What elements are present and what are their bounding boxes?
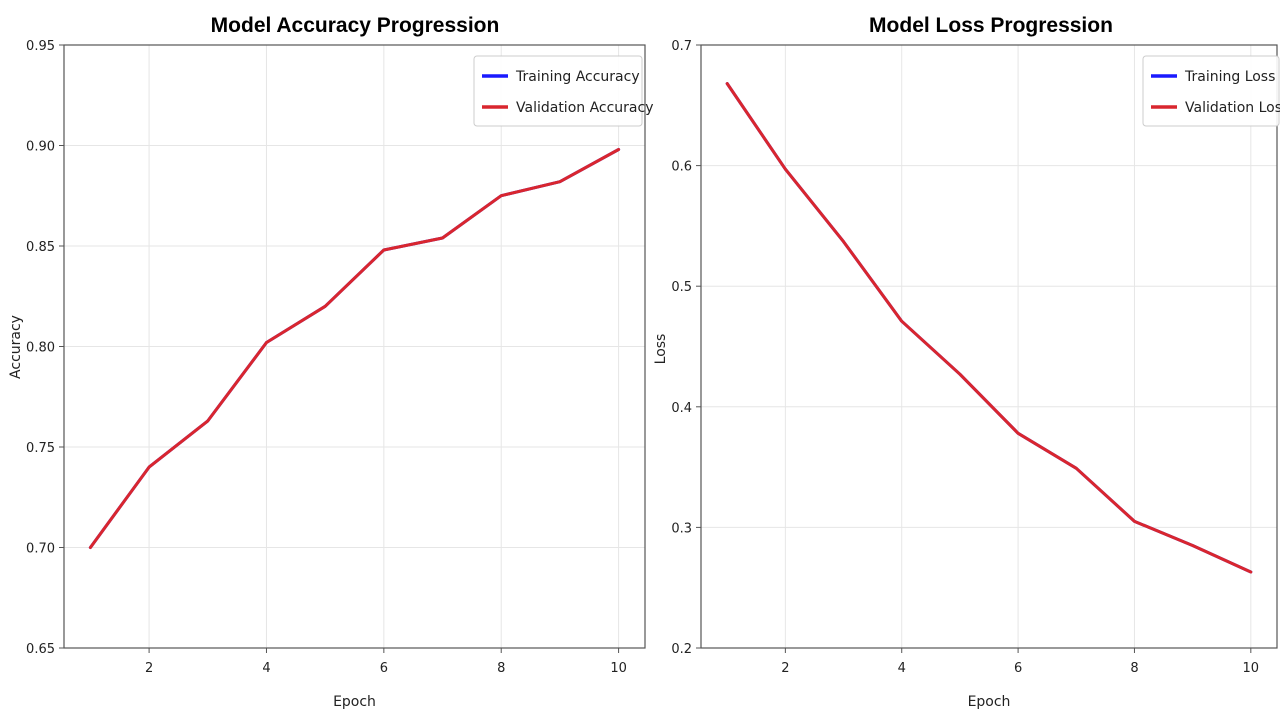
data-point [500, 194, 503, 197]
data-point [265, 341, 268, 344]
y-axis-label: Loss [653, 334, 669, 365]
chart-panel-2: 2 4 6 8 10 0.2 0.3 0.4 0.5 0.6 0.7 Model Loss Progr… [653, 14, 1280, 710]
x-tick-label: 4 [262, 661, 270, 676]
data-point [617, 148, 620, 151]
x-tick-label: 2 [781, 661, 789, 676]
x-tick-label: 2 [145, 661, 153, 676]
x-tick-label: 10 [610, 661, 627, 676]
y-tick-label: 0.80 [26, 341, 55, 356]
y-tick-label: 0.5 [671, 280, 692, 295]
data-point [784, 168, 787, 171]
x-tick-label: 8 [1130, 661, 1138, 676]
data-point [89, 546, 92, 549]
x-tick-label: 6 [380, 661, 388, 676]
data-point [147, 465, 151, 469]
chart-title: Model Loss Progression [869, 14, 1113, 37]
data-point [1016, 432, 1020, 435]
y-tick-label: 0.2 [671, 642, 692, 657]
x-axis-label: Epoch [968, 694, 1011, 710]
x-tick-label: 10 [1243, 661, 1260, 676]
data-point [725, 82, 729, 85]
x-tick-label: 4 [898, 661, 906, 676]
y-tick-label: 0.75 [26, 441, 55, 456]
y-axis-label: Accuracy [8, 315, 24, 379]
x-axis-label: Epoch [333, 694, 376, 710]
legend-label: Validation Accuracy [516, 100, 654, 116]
y-tick-label: 0.7 [671, 39, 692, 54]
legend: Training Loss Validation Loss [1142, 55, 1280, 127]
y-tick-label: 0.90 [26, 140, 55, 155]
plot-frame [700, 44, 1278, 649]
data-point [1133, 520, 1136, 523]
series-line-validation-accuracy [88, 148, 621, 549]
y-tick-label: 0.85 [26, 240, 55, 255]
data-point [1191, 544, 1194, 547]
y-tick-label: 0.3 [671, 521, 692, 536]
y-tick-label: 0.70 [26, 542, 55, 557]
data-point [900, 319, 903, 323]
chart-panel-1: 2 4 6 8 10 0.65 0.70 0.75 0.80 0.85 0.90 0.95 Model … [8, 14, 654, 710]
data-point [323, 305, 327, 308]
series-line-validation-loss [725, 82, 1253, 574]
x-tick-label: 6 [1014, 661, 1022, 676]
y-tick-label: 0.95 [26, 39, 55, 54]
y-tick-label: 0.4 [671, 401, 692, 416]
data-point [842, 240, 845, 243]
y-tick-label: 0.65 [26, 642, 55, 657]
y-tick-label: 0.6 [671, 160, 692, 175]
series-line-training-loss [725, 82, 1253, 574]
series-line-training-accuracy [88, 148, 621, 549]
legend-label: Training Accuracy [515, 69, 640, 85]
data-point [958, 373, 962, 376]
data-point [1075, 467, 1078, 470]
data-point [1249, 570, 1253, 574]
data-point [382, 248, 386, 252]
legend-label: Validation Loss [1185, 100, 1280, 116]
legend-label: Training Loss [1184, 69, 1275, 85]
chart-title: Model Accuracy Progression [211, 14, 500, 37]
data-point [206, 419, 209, 423]
legend: Training Accuracy Validation Accuracy [473, 55, 654, 127]
data-point [441, 236, 444, 240]
x-tick-label: 8 [497, 661, 505, 676]
data-point [558, 180, 562, 183]
legend-box [473, 55, 643, 127]
